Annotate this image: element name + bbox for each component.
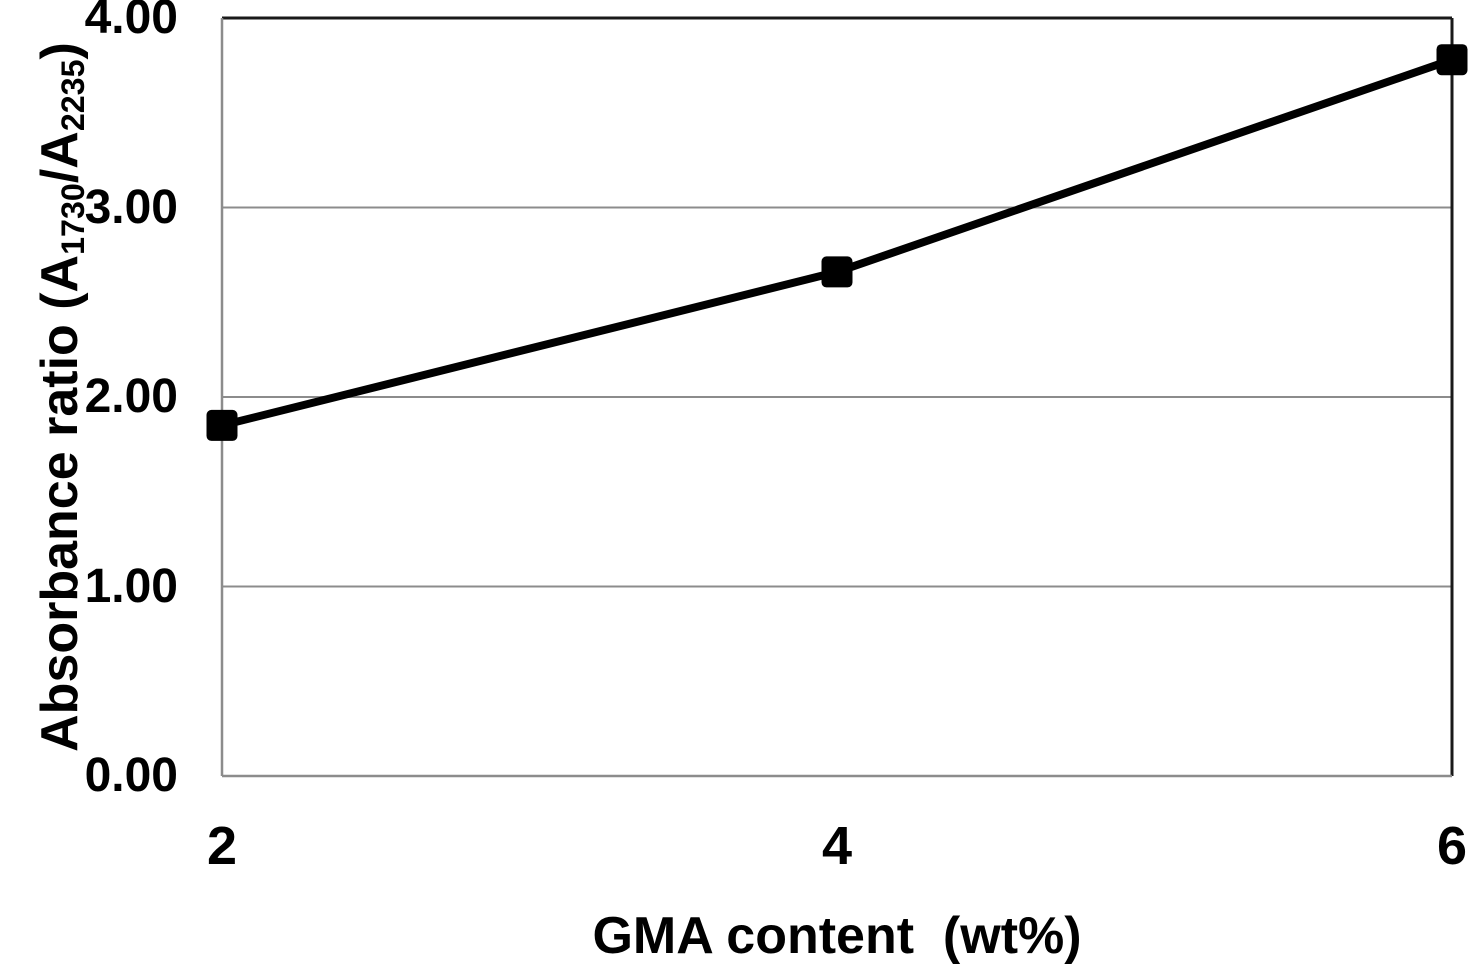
data-point-marker [206, 409, 238, 441]
series-line [221, 55, 1454, 430]
y-axis-title-subscript: 1730 [55, 183, 92, 255]
y-tick-label: 1.00 [84, 559, 178, 613]
y-tick-label: 4.00 [84, 0, 178, 44]
y-tick-label: 0.00 [84, 749, 178, 802]
y-tick-label: 3.00 [84, 180, 178, 234]
x-tick-label: 6 [1436, 816, 1468, 876]
y-axis-title-text: ) [31, 42, 89, 60]
x-axis-title: GMA content (wt%) [592, 907, 1082, 965]
x-tick-label: 4 [821, 816, 853, 876]
y-axis-title-text: Absorbance ratio (A [31, 254, 89, 752]
data-point-marker [1436, 44, 1468, 76]
y-axis-title-text: /A [31, 131, 89, 184]
data-point-marker [821, 256, 853, 288]
y-tick-label: 2.00 [84, 370, 178, 423]
y-axis-title-subscript: 2235 [55, 59, 92, 132]
x-tick-label: 2 [206, 816, 238, 876]
y-axis-title: Absorbance ratio (A1730/A2235) [30, 42, 92, 752]
